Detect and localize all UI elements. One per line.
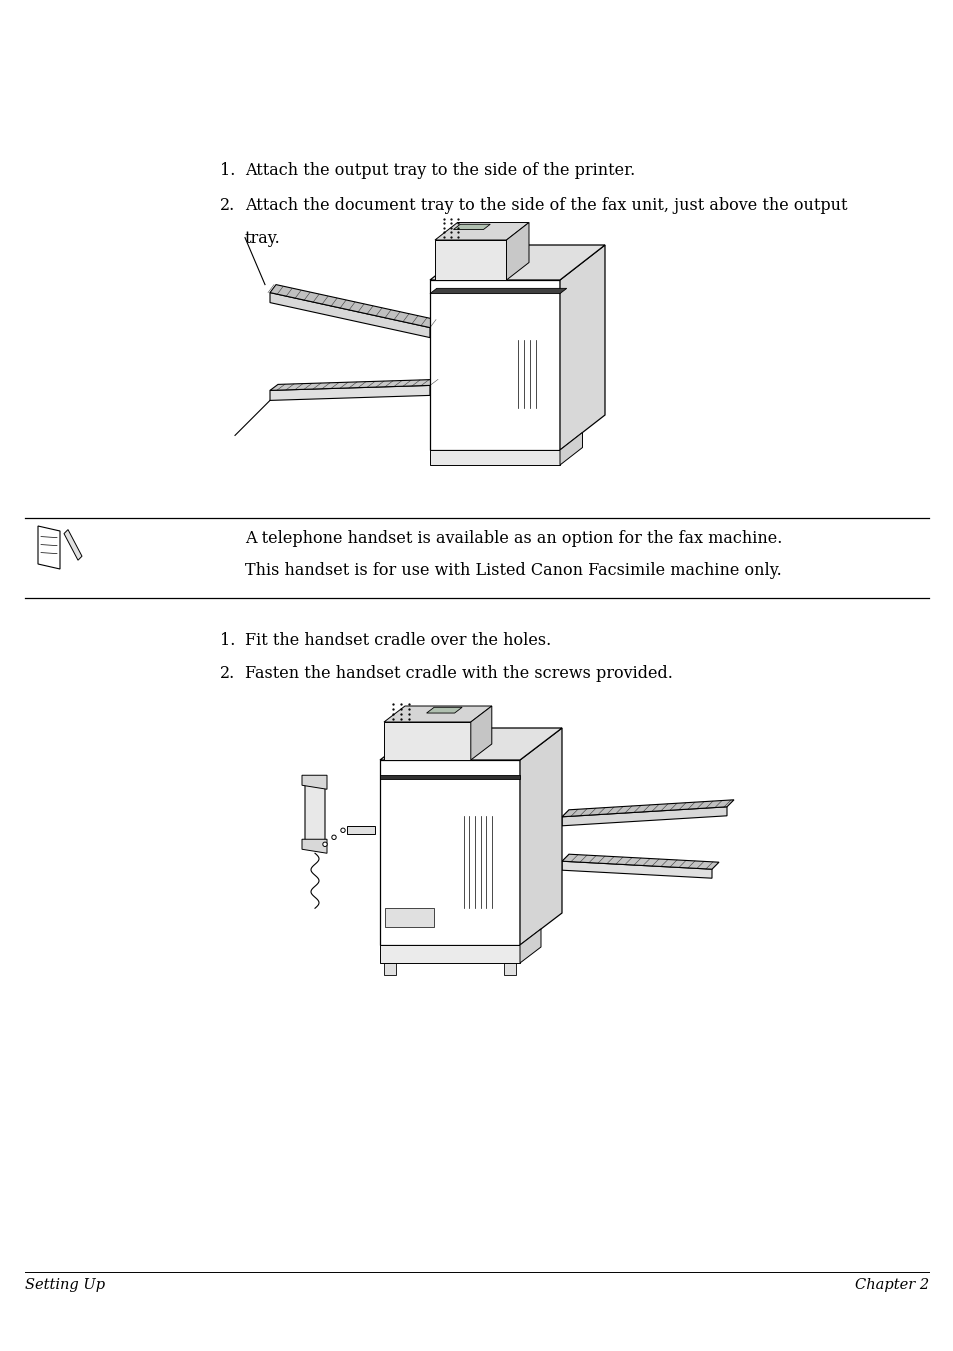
Polygon shape — [270, 293, 430, 338]
Circle shape — [332, 835, 335, 839]
Polygon shape — [519, 728, 561, 944]
Polygon shape — [305, 784, 325, 847]
Polygon shape — [519, 929, 540, 963]
Text: Fit the handset cradle over the holes.: Fit the handset cradle over the holes. — [245, 632, 551, 648]
Polygon shape — [379, 774, 519, 778]
Polygon shape — [559, 432, 582, 465]
Polygon shape — [435, 240, 506, 280]
Circle shape — [322, 842, 327, 847]
Polygon shape — [302, 839, 327, 854]
Polygon shape — [453, 224, 490, 230]
Polygon shape — [561, 854, 719, 869]
Polygon shape — [302, 775, 327, 789]
Polygon shape — [430, 450, 559, 465]
Polygon shape — [426, 708, 461, 713]
Polygon shape — [38, 526, 60, 569]
Text: 2.: 2. — [220, 197, 235, 213]
Polygon shape — [506, 223, 529, 280]
Polygon shape — [347, 827, 375, 835]
Polygon shape — [471, 707, 492, 761]
Polygon shape — [379, 944, 519, 963]
Polygon shape — [561, 861, 711, 878]
Polygon shape — [270, 385, 430, 400]
Polygon shape — [384, 707, 492, 721]
Polygon shape — [270, 380, 437, 390]
Polygon shape — [384, 721, 471, 761]
Polygon shape — [561, 807, 726, 825]
Text: 2.: 2. — [220, 665, 235, 682]
Polygon shape — [379, 761, 519, 944]
Text: tray.: tray. — [245, 230, 280, 247]
Polygon shape — [384, 963, 395, 975]
Polygon shape — [561, 800, 733, 817]
Polygon shape — [435, 223, 529, 240]
Polygon shape — [430, 280, 559, 450]
Text: Attach the output tray to the side of the printer.: Attach the output tray to the side of th… — [245, 162, 635, 178]
Text: 1.: 1. — [220, 162, 235, 178]
Polygon shape — [430, 288, 566, 293]
Polygon shape — [503, 963, 516, 975]
Circle shape — [340, 828, 345, 832]
Text: A telephone handset is available as an option for the fax machine.: A telephone handset is available as an o… — [245, 530, 781, 547]
Polygon shape — [559, 245, 604, 450]
Polygon shape — [270, 285, 436, 327]
Text: Attach the document tray to the side of the fax unit, just above the output: Attach the document tray to the side of … — [245, 197, 846, 213]
Polygon shape — [430, 245, 604, 280]
Text: Setting Up: Setting Up — [25, 1278, 105, 1292]
Text: This handset is for use with Listed Canon Facsimile machine only.: This handset is for use with Listed Cano… — [245, 562, 781, 580]
Text: 1.: 1. — [220, 632, 235, 648]
Text: Fasten the handset cradle with the screws provided.: Fasten the handset cradle with the screw… — [245, 665, 672, 682]
Polygon shape — [64, 530, 82, 561]
Polygon shape — [379, 728, 561, 761]
Bar — [385, 908, 434, 927]
Text: Chapter 2: Chapter 2 — [854, 1278, 928, 1292]
